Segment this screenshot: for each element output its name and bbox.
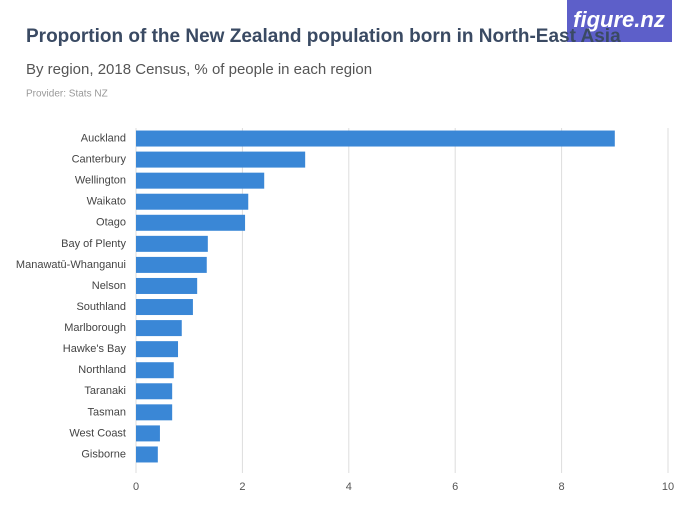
bar	[136, 425, 160, 442]
y-tick-label: Waikato	[87, 196, 126, 208]
y-tick-label: Southland	[76, 301, 126, 313]
bar	[136, 130, 615, 147]
bar	[136, 362, 174, 379]
bar	[136, 277, 198, 294]
x-tick-label: 0	[133, 481, 139, 493]
bar	[136, 151, 306, 168]
y-tick-label: Hawke's Bay	[63, 343, 127, 355]
x-tick-label: 2	[239, 481, 245, 493]
x-tick-label: 10	[662, 481, 674, 493]
y-tick-label: Auckland	[81, 132, 126, 144]
x-tick-label: 6	[452, 481, 458, 493]
y-tick-label: Taranaki	[84, 385, 126, 397]
bar	[136, 446, 158, 463]
bar	[136, 404, 173, 421]
y-tick-label: West Coast	[69, 427, 126, 439]
y-tick-label: Marlborough	[64, 322, 126, 334]
chart-title: Proportion of the New Zealand population…	[26, 26, 621, 47]
y-tick-label: Gisborne	[81, 448, 126, 460]
logo-box	[567, 0, 672, 42]
x-tick-label: 4	[346, 481, 352, 493]
bar	[136, 383, 173, 400]
bar	[136, 341, 179, 358]
y-tick-label: Northland	[78, 364, 126, 376]
y-tick-label: Canterbury	[72, 154, 127, 166]
bar	[136, 193, 249, 210]
bar	[136, 214, 246, 231]
y-tick-label: Manawatū-Whanganui	[16, 259, 126, 271]
bar	[136, 235, 208, 252]
bar	[136, 256, 207, 273]
x-tick-label: 8	[559, 481, 565, 493]
bar	[136, 320, 182, 337]
y-tick-label: Wellington	[75, 175, 126, 187]
y-tick-label: Nelson	[92, 280, 126, 292]
y-tick-label: Otago	[96, 217, 126, 229]
y-tick-label: Bay of Plenty	[61, 238, 126, 250]
bar	[136, 299, 193, 316]
chart-subtitle: By region, 2018 Census, % of people in e…	[26, 61, 372, 78]
logo: figure.nz	[573, 7, 665, 32]
y-tick-label: Tasman	[87, 406, 126, 418]
provider: Provider: Stats NZ	[26, 89, 108, 100]
bar	[136, 172, 265, 189]
